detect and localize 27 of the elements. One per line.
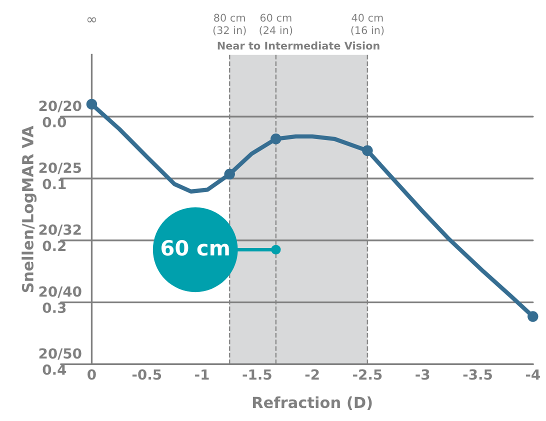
text: 20/20 — [39, 100, 82, 112]
x-tick-label: -4 — [526, 369, 540, 380]
x-tick-label: -2 — [305, 369, 319, 380]
x-tick-label: -1 — [195, 369, 209, 380]
x-tick-label: -2.5 — [353, 369, 382, 380]
ref-line-label: 40 cm (16 in) — [351, 14, 384, 36]
y-tick-label: 0.2 — [42, 240, 66, 252]
text: 20/50 — [39, 348, 82, 360]
y-tick-label: 0.3 — [42, 302, 66, 314]
ref-line-label: 60 cm (24 in) — [260, 14, 292, 36]
x-tick-label: -3 — [416, 369, 430, 380]
text: 20/40 — [39, 286, 82, 298]
x-tick-label: -3.5 — [463, 369, 492, 380]
x-tick-label: -0.5 — [132, 369, 162, 380]
ref-line-label: 80 cm (32 in) — [213, 14, 246, 36]
text: 20/25 — [39, 162, 82, 174]
y-tick-label: 0.4 — [42, 364, 66, 375]
y-tick-label: 0.1 — [42, 178, 66, 190]
band-label: Near to Intermediate Vision — [218, 42, 380, 50]
x-tick-label: 0 — [88, 369, 96, 380]
x-axis-title: Refraction (D) — [252, 396, 372, 410]
text: ∞ — [87, 17, 96, 22]
y-axis-title: Snellen/LogMAR VA — [22, 126, 37, 292]
annotation: 60 cm — [162, 240, 229, 256]
text: 20/32 — [39, 224, 81, 236]
y-tick-label: 0.0 — [42, 116, 66, 128]
x-tick-label: -1.5 — [242, 369, 272, 380]
